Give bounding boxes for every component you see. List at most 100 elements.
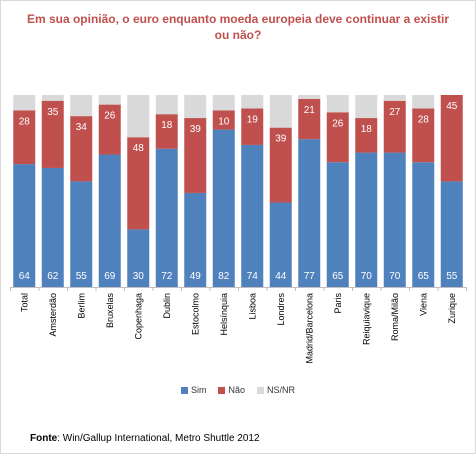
- x-tick-label-6: Estocolmo: [190, 293, 200, 335]
- bar-nao-2: [70, 116, 93, 182]
- bar-nsnr-8: [241, 95, 264, 109]
- bar-nao-0: [13, 110, 36, 165]
- data-label-nao-3: 26: [104, 111, 116, 122]
- bar-nsnr-13: [383, 95, 406, 101]
- x-tick-label-1: Amsterdão: [48, 293, 58, 337]
- source-label: Fonte: [30, 433, 58, 444]
- data-label-sim-3: 69: [104, 271, 116, 282]
- data-label-nao-7: 10: [218, 116, 230, 127]
- data-label-sim-15: 55: [446, 271, 458, 282]
- data-label-sim-12: 70: [361, 271, 373, 282]
- bar-sim-12: [355, 152, 378, 287]
- data-label-sim-0: 64: [19, 271, 31, 282]
- bar-sim-14: [412, 162, 435, 287]
- legend-item-nao: Não: [218, 385, 245, 395]
- bar-nsnr-14: [412, 95, 435, 109]
- bar-nsnr-2: [70, 95, 93, 117]
- x-tick-label-15: Zurique: [447, 293, 457, 324]
- legend-swatch-nsnr: [257, 386, 264, 394]
- data-label-nao-0: 28: [19, 116, 31, 127]
- data-label-sim-10: 77: [304, 271, 316, 282]
- bar-sim-6: [184, 192, 207, 287]
- x-tick-label-5: Dublin: [162, 293, 172, 319]
- bar-nao-13: [383, 100, 406, 153]
- data-label-nao-2: 34: [76, 122, 88, 133]
- bar-sim-8: [241, 144, 264, 287]
- data-label-sim-6: 49: [190, 271, 202, 282]
- x-tick-label-8: Lisboa: [247, 293, 257, 320]
- data-label-sim-5: 72: [161, 271, 173, 282]
- data-label-nao-6: 39: [190, 124, 202, 135]
- legend-label-nsnr: NS/NR: [267, 385, 296, 395]
- data-label-sim-2: 55: [76, 271, 88, 282]
- bar-nao-10: [298, 98, 321, 140]
- x-tick-label-14: Viena: [418, 293, 428, 316]
- bar-nsnr-5: [155, 95, 178, 115]
- data-label-nao-8: 19: [247, 114, 259, 125]
- bar-nsnr-0: [13, 95, 36, 111]
- bar-nsnr-10: [298, 95, 321, 99]
- legend: Sim Não NS/NR: [0, 385, 476, 395]
- source-text: : Win/Gallup International, Metro Shuttl…: [57, 433, 260, 444]
- bar-nsnr-7: [212, 95, 235, 111]
- bar-nsnr-4: [127, 95, 150, 138]
- x-tick-label-12: Reiquiavique: [361, 293, 371, 345]
- bar-nao-7: [212, 110, 235, 130]
- legend-label-nao: Não: [228, 385, 245, 395]
- bar-sim-3: [98, 154, 121, 287]
- x-tick-label-3: Bruxelas: [105, 293, 115, 329]
- bar-nsnr-1: [41, 95, 64, 101]
- legend-label-sim: Sim: [190, 385, 207, 395]
- bar-nao-11: [326, 112, 349, 163]
- x-tick-label-11: Paris: [333, 293, 343, 314]
- x-tick-label-2: Berlim: [76, 293, 86, 319]
- legend-item-sim: Sim: [180, 385, 207, 395]
- bar-sim-15: [440, 181, 463, 287]
- data-label-sim-13: 70: [389, 271, 401, 282]
- bar-nao-8: [241, 108, 264, 145]
- bar-nsnr-3: [98, 95, 121, 105]
- x-tick-label-0: Total: [19, 293, 29, 312]
- x-tick-label-7: Helsínquia: [219, 293, 229, 336]
- bar-nao-12: [355, 118, 378, 153]
- bar-nao-3: [98, 104, 121, 155]
- data-label-sim-4: 30: [133, 271, 145, 282]
- data-label-sim-14: 65: [418, 271, 430, 282]
- legend-item-nsnr: NS/NR: [257, 385, 295, 395]
- bar-sim-7: [212, 129, 235, 287]
- bar-nao-1: [41, 100, 64, 168]
- bar-nao-4: [127, 137, 150, 230]
- bar-sim-4: [127, 229, 150, 287]
- bar-nsnr-6: [184, 95, 207, 119]
- data-label-sim-1: 62: [47, 271, 59, 282]
- data-label-nao-9: 39: [275, 134, 287, 145]
- bar-nao-15: [440, 95, 463, 182]
- source-note: Fonte: Win/Gallup International, Metro S…: [30, 433, 260, 444]
- bar-sim-10: [298, 139, 321, 287]
- data-label-sim-8: 74: [247, 271, 259, 282]
- legend-swatch-sim: [180, 386, 188, 394]
- data-label-nao-12: 18: [361, 124, 373, 135]
- data-label-sim-7: 82: [218, 271, 230, 282]
- bar-nsnr-12: [355, 95, 378, 119]
- x-tick-label-13: Roma/Milão: [390, 293, 400, 341]
- data-label-nao-5: 18: [161, 120, 173, 131]
- data-label-nao-14: 28: [418, 114, 430, 125]
- bar-nsnr-9: [269, 95, 292, 128]
- bar-nsnr-11: [326, 95, 349, 113]
- bar-nao-6: [184, 118, 207, 193]
- bar-sim-2: [70, 181, 93, 287]
- x-tick-label-4: Copenhaga: [133, 293, 143, 340]
- bar-sim-9: [269, 202, 292, 287]
- x-tick-label-9: Londres: [276, 293, 286, 326]
- x-tick-label-10: Madrid/Barcelona: [304, 293, 314, 364]
- data-label-nao-1: 35: [47, 107, 59, 118]
- data-label-sim-9: 44: [275, 271, 287, 282]
- data-label-nao-13: 27: [389, 107, 401, 118]
- bar-nao-14: [412, 108, 435, 163]
- bar-sim-11: [326, 162, 349, 287]
- bar-sim-0: [13, 164, 36, 287]
- data-label-nao-4: 48: [133, 143, 145, 154]
- bar-sim-5: [155, 148, 178, 287]
